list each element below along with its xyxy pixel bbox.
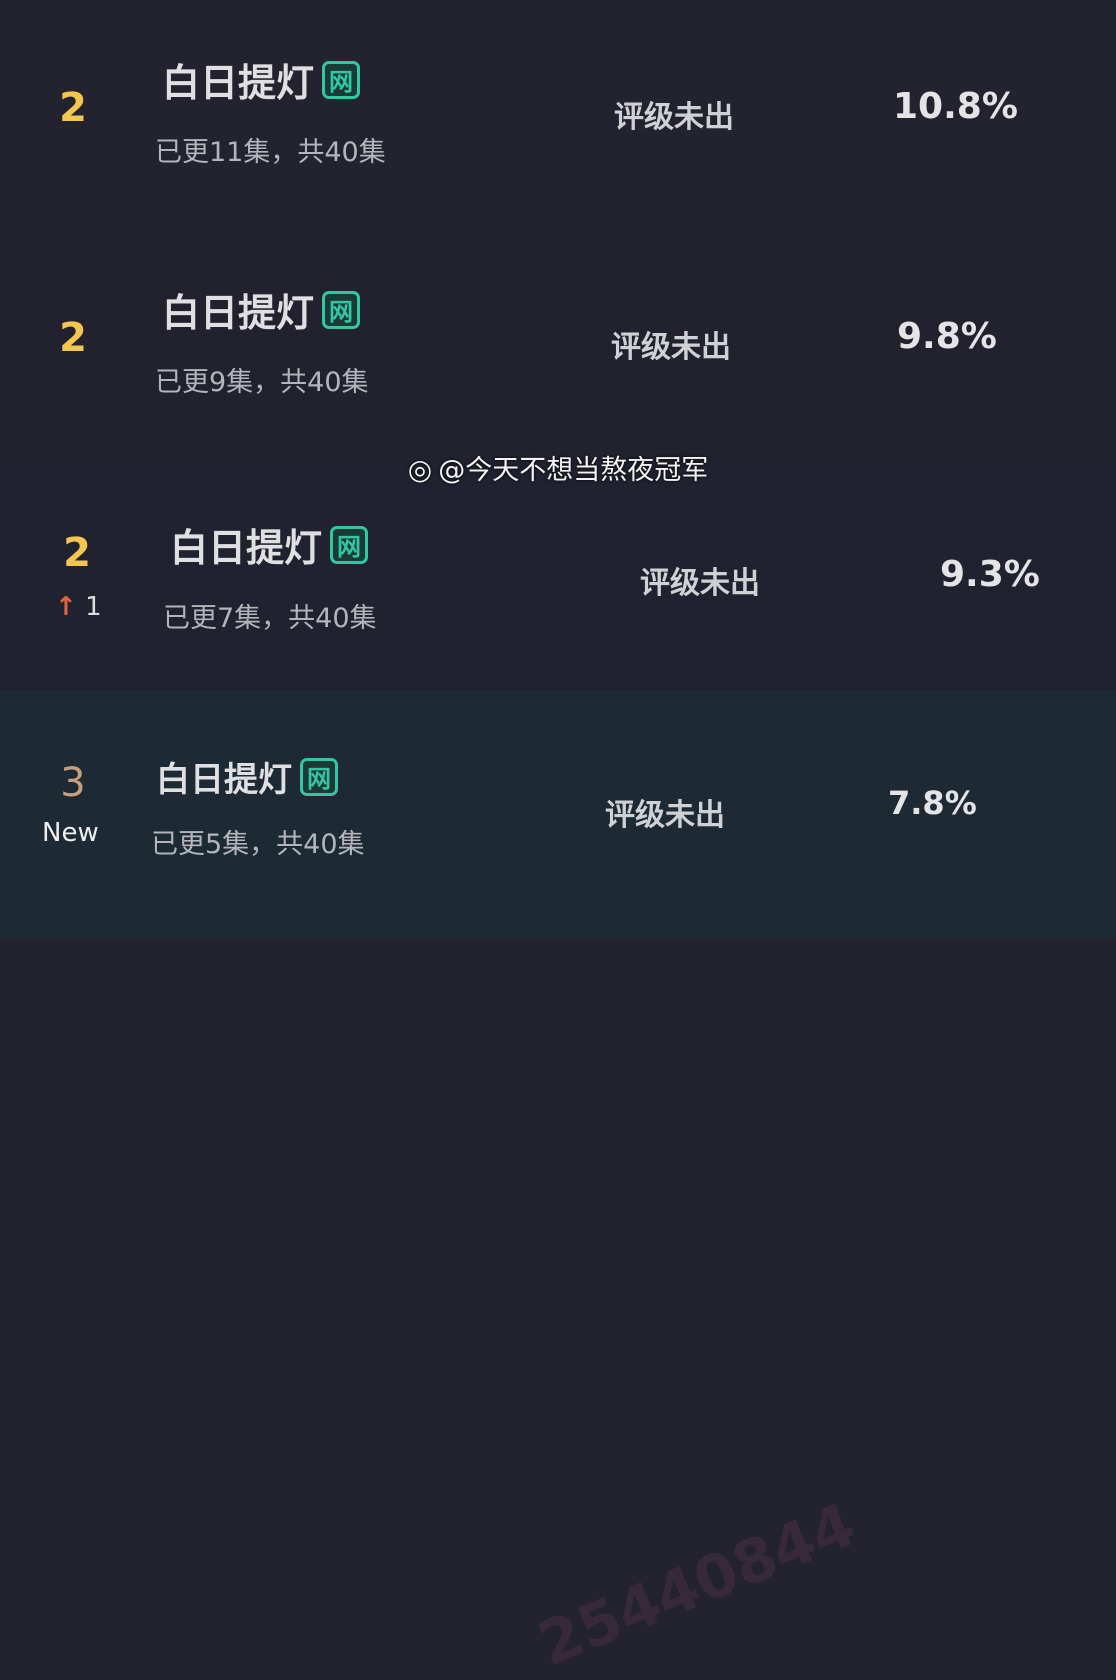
rating-status: 评级未出 xyxy=(605,798,725,833)
share-percent: 9.3% xyxy=(940,554,1040,595)
rank-change: ↑ 1 xyxy=(55,592,102,622)
title-text: 白日提灯 xyxy=(170,526,323,570)
share-percent: 7.8% xyxy=(888,784,977,822)
episode-count: 已更5集，共40集 xyxy=(151,829,365,860)
show-title: 白日提灯网 xyxy=(156,752,338,801)
ranking-row: 2 ↑ 1 白日提灯网 已更7集，共40集 评级未出 9.3% xyxy=(0,462,1116,690)
rank-number: 2 xyxy=(59,85,87,131)
background-watermark: 25440844 xyxy=(529,1489,865,1680)
network-badge: 网 xyxy=(322,60,361,99)
episode-count: 已更9集，共40集 xyxy=(155,367,369,398)
weibo-watermark: ◎ @今天不想当熬夜冠军 xyxy=(0,448,1116,487)
new-label: New xyxy=(42,818,99,848)
weibo-icon: ◎ xyxy=(407,453,433,486)
show-title: 白日提灯网 xyxy=(162,282,361,337)
rating-status: 评级未出 xyxy=(640,566,760,601)
network-badge: 网 xyxy=(322,290,361,329)
share-percent: 10.8% xyxy=(893,86,1018,127)
episode-count: 已更11集，共40集 xyxy=(155,137,386,168)
title-text: 白日提灯 xyxy=(156,760,292,800)
rank-number: 2 xyxy=(63,530,91,576)
episode-count: 已更7集，共40集 xyxy=(163,603,377,634)
up-arrow-icon: ↑ xyxy=(55,592,77,622)
network-badge: 网 xyxy=(330,525,369,564)
show-title: 白日提灯网 xyxy=(170,517,369,572)
rank-number: 3 xyxy=(60,760,86,806)
rating-status: 评级未出 xyxy=(611,330,731,365)
share-percent: 9.8% xyxy=(897,316,997,357)
ranking-row: 2 白日提灯网 已更11集，共40集 评级未出 10.8% xyxy=(0,0,1116,230)
rank-number: 2 xyxy=(59,315,87,361)
ranking-row: 25440844 3 New 白日提灯网 已更5集，共40集 评级未出 7.8% xyxy=(0,690,1116,1680)
ranking-row: 2 白日提灯网 已更9集，共40集 评级未出 9.8% xyxy=(0,230,1116,462)
network-badge: 网 xyxy=(300,757,338,796)
rating-status: 评级未出 xyxy=(614,100,734,135)
show-title: 白日提灯网 xyxy=(162,52,361,107)
watermark-handle: @今天不想当熬夜冠军 xyxy=(438,455,709,486)
rank-change-value: 1 xyxy=(85,592,102,622)
title-text: 白日提灯 xyxy=(162,61,315,105)
title-text: 白日提灯 xyxy=(162,291,315,335)
